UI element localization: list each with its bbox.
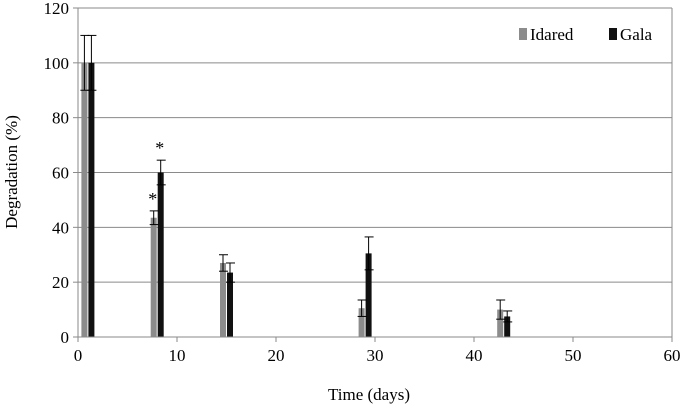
bar-series <box>81 62 511 337</box>
error-bar-gala-day-15 <box>226 262 235 283</box>
y-tick-label-0: 0 <box>61 328 70 347</box>
bar-gala-day-1 <box>88 62 95 337</box>
error-bar-idared-day-15 <box>219 254 228 272</box>
x-tick-label-30: 30 <box>367 346 384 365</box>
bar-idared-day-1 <box>81 62 88 337</box>
error-bar-gala-day-43 <box>503 310 513 323</box>
error-bars <box>80 34 513 323</box>
error-bar-gala-day-29 <box>364 236 374 271</box>
y-tick-label-40: 40 <box>52 218 69 237</box>
significance-markers: ** <box>148 138 164 209</box>
x-tick-label-60: 60 <box>664 346 681 365</box>
bar-idared-day-8 <box>150 217 157 337</box>
x-tick-labels: 0 10 20 30 40 50 60 <box>74 337 681 365</box>
error-bar-gala-day-8 <box>156 159 166 186</box>
legend-label-idared: Idared <box>530 25 574 44</box>
error-bar-gala-day-1 <box>87 34 97 91</box>
bar-idared-day-15 <box>220 262 226 337</box>
error-bar-idared-day-43 <box>496 299 506 320</box>
bar-gala-day-29 <box>365 253 372 337</box>
legend-item-gala: Gala <box>609 25 653 44</box>
bar-gala-day-43 <box>504 316 511 337</box>
legend-swatch-gala <box>609 28 617 40</box>
x-tick-label-0: 0 <box>74 346 83 365</box>
legend-item-idared: Idared <box>519 25 574 44</box>
bar-gala-day-8 <box>157 172 164 337</box>
y-tick-label-100: 100 <box>44 54 70 73</box>
bar-idared-day-29 <box>358 308 365 337</box>
error-bar-idared-day-29 <box>357 299 367 317</box>
x-axis-title: Time (days) <box>328 385 410 404</box>
significance-star-idared: * <box>148 189 157 209</box>
x-tick-label-50: 50 <box>565 346 582 365</box>
error-bar-idared-day-8 <box>149 210 159 226</box>
bar-gala-day-15 <box>227 272 233 337</box>
y-tick-label-20: 20 <box>52 273 69 292</box>
y-tick-label-80: 80 <box>52 109 69 128</box>
x-tick-label-40: 40 <box>466 346 483 365</box>
legend-label-gala: Gala <box>620 25 653 44</box>
legend-swatch-idared <box>519 28 527 40</box>
y-tick-label-60: 60 <box>52 164 69 183</box>
significance-star-gala: * <box>155 138 164 158</box>
legend: Idared Gala <box>519 25 653 44</box>
bar-idared-day-43 <box>497 309 504 337</box>
x-tick-label-20: 20 <box>268 346 285 365</box>
x-tick-label-10: 10 <box>169 346 186 365</box>
y-tick-labels: 0 20 40 60 80 100 120 <box>44 0 78 347</box>
gridlines <box>78 7 672 283</box>
y-axis-title: Degradation (%) <box>2 115 21 229</box>
y-tick-label-120: 120 <box>44 0 70 18</box>
